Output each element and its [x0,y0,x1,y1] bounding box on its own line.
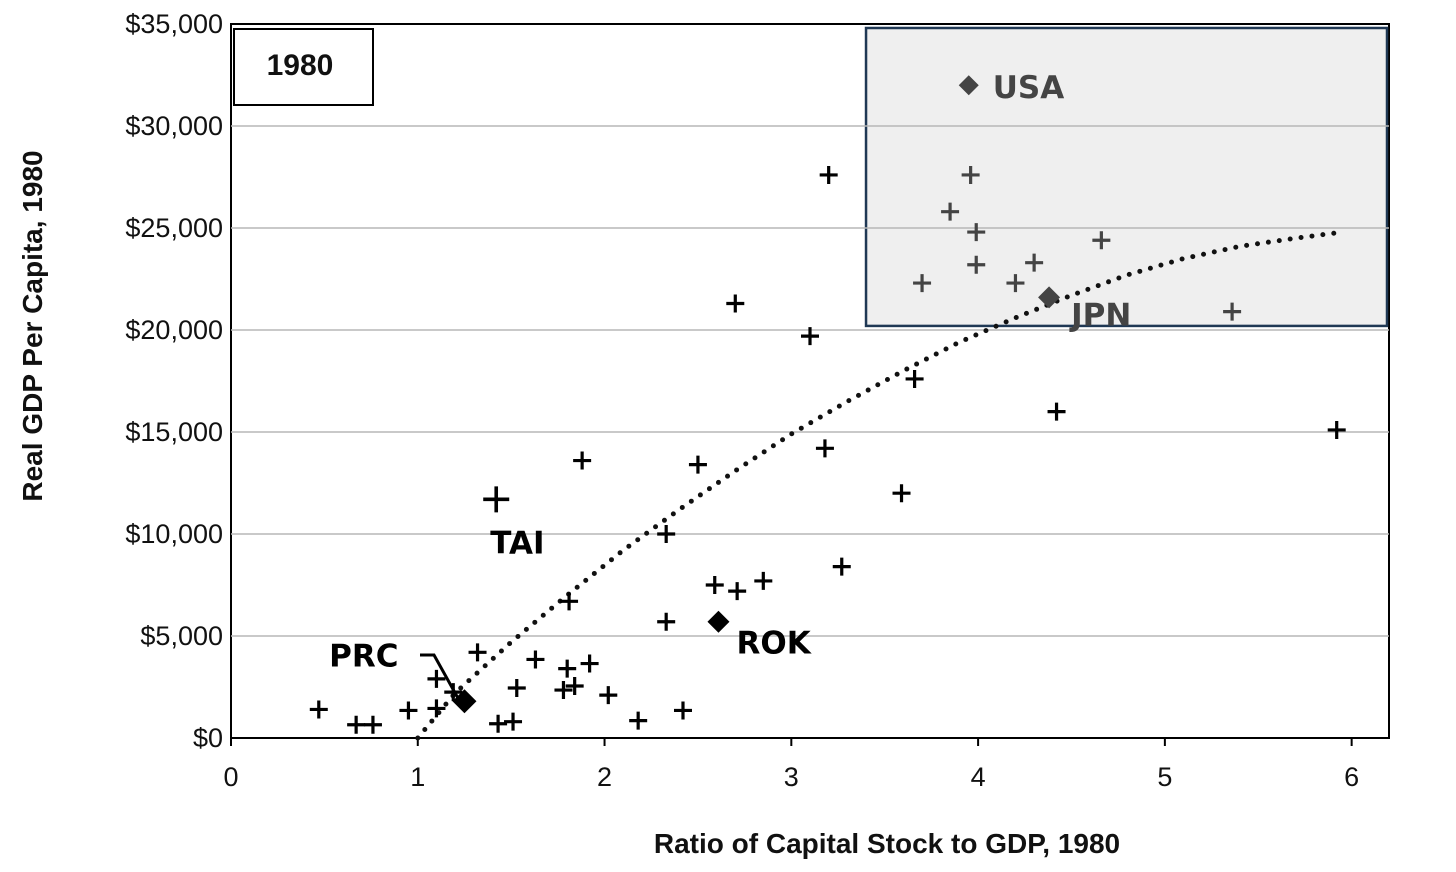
year-box: 1980 [233,28,374,106]
y-tick-labels: $0 $5,000 $10,000 $15,000 $20,000 $25,000 $30,… [125,9,223,753]
data-point-plus [1092,231,1111,250]
data-point-plus [399,701,418,720]
y-tick-label: $0 [193,723,223,753]
tai-label: TAI [490,525,544,561]
data-point-plus [967,255,986,274]
data-point-plus [427,699,446,718]
data-point-plus [815,439,834,458]
data-point-plus [554,681,573,700]
data-point-plus [657,612,676,631]
data-point-plus [1006,274,1025,293]
data-point-plus [673,701,692,720]
data-point-plus [1327,420,1346,439]
data-point-plus [347,715,366,734]
data-point-plus [1025,253,1044,272]
x-tick-label: 0 [223,762,238,792]
y-tick-label: $20,000 [125,315,223,345]
data-point-plus [819,165,838,184]
data-point-plus [892,484,911,503]
trendline-path [415,229,1345,741]
data-points [309,165,1346,734]
highlight-region [864,26,1389,328]
x-tick-label: 4 [971,762,986,792]
jpn-label: JPN [1069,297,1131,333]
data-point-plus [728,582,747,601]
data-point-plus [468,643,487,662]
y-tick-label: $35,000 [125,9,223,39]
data-point-plus [801,327,819,346]
data-point-plus [507,679,526,698]
chart-title: 1980 [267,49,334,82]
data-point-plus [941,202,960,221]
data-point-plus [705,576,724,594]
data-point-plus [1223,302,1242,321]
prc-leader-line [420,653,461,701]
data-point-plus [427,669,446,688]
y-tick-label: $25,000 [125,213,223,243]
x-axis-title: Ratio of Capital Stock to GDP, 1980 [654,828,1120,859]
data-point-plus [726,294,745,313]
x-tick-label: 1 [410,762,425,792]
data-point-plus [504,712,523,731]
y-tick-label: $10,000 [125,519,223,549]
data-point-plus [961,165,980,184]
data-point-plus [363,715,382,734]
data-point-plus [688,455,707,474]
data-point-plus [629,711,648,730]
data-point-plus [560,592,579,611]
y-tick-label: $30,000 [125,111,223,141]
jpn-marker [1038,286,1061,309]
data-point-plus [489,714,508,733]
data-point-plus [657,525,676,543]
data-point-plus [558,659,577,678]
data-point-plus [573,451,592,470]
data-point-plus [967,223,986,242]
data-point-plus [913,274,932,293]
data-point-plus [565,676,584,695]
data-point-plus [1047,402,1066,421]
x-tick-label: 5 [1157,762,1172,792]
rok-marker [707,610,730,633]
prc-marker [452,689,477,714]
usa-label: USA [993,70,1065,106]
country-markers: USA JPN TAI ROK PRC [329,70,1131,714]
data-point-plus [905,369,924,388]
x-tick-label: 3 [784,762,799,792]
y-tick-label: $15,000 [125,417,223,447]
x-tick-labels: 0 1 2 3 4 5 6 [223,738,1359,792]
gridlines [231,125,1389,637]
x-tick-label: 6 [1344,762,1359,792]
data-point-plus [580,654,599,673]
y-axis-title: Real GDP Per Capita, 1980 [17,150,48,501]
x-tick-label: 2 [597,762,612,792]
data-point-plus [309,700,328,719]
prc-label: PRC [329,638,398,674]
data-point-plus [526,650,545,669]
usa-marker [958,75,979,96]
rok-label: ROK [736,626,811,662]
data-point-plus [599,686,618,705]
data-point-plus [754,571,773,590]
tai-marker [483,486,510,513]
y-tick-label: $5,000 [140,621,223,651]
trendline [415,229,1345,741]
data-point-plus [832,557,851,576]
